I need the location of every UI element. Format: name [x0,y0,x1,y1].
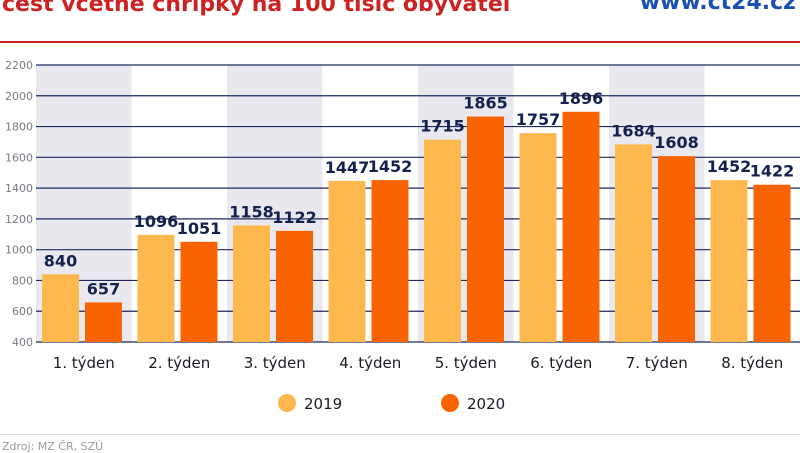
bar-2019 [42,274,79,342]
legend-swatch-2019 [278,394,296,412]
x-tick-label: 1. týden [53,354,115,372]
x-tick-label: 7. týden [626,354,688,372]
bar-2020 [85,302,122,342]
brand-link[interactable]: www.ct24.cz [639,0,796,15]
bar-2020 [562,111,600,342]
bar-2019 [424,139,461,342]
bar-2019 [519,133,557,342]
value-label-2020: 1608 [654,133,699,152]
y-tick-label: 400 [12,336,33,349]
y-tick-label: 1200 [5,213,33,226]
value-label-2020: 1122 [272,208,317,227]
bar-2020 [753,184,791,342]
value-label-2020: 1896 [559,89,604,108]
bar-2019 [615,144,652,342]
y-tick-label: 1000 [5,244,33,257]
y-tick-label: 1400 [5,182,33,195]
bar-2020 [180,241,218,342]
bar-2019 [233,225,270,342]
y-tick-label: 1600 [5,151,33,164]
bar-2019 [137,234,175,342]
y-tick-label: 800 [12,274,33,287]
value-label-2020: 1865 [463,94,508,113]
title-divider [0,41,800,43]
bar-chart: 400 600 800 1000 1200 1400 1600 1800 2000 2200 840… [5,59,800,413]
x-tick-label: 5. týden [435,354,497,372]
value-label-2019: 1684 [611,121,656,140]
value-label-2020: 1051 [177,219,222,238]
legend-label-2020: 2020 [467,395,505,413]
x-tick-label: 3. týden [244,354,306,372]
y-tick-label: 600 [12,305,33,318]
bar-2020 [371,180,409,342]
legend-label-2019: 2019 [304,395,342,413]
bar-2020 [658,156,695,342]
chart-title: cest včetně chřipky na 100 tisíc obyvate… [2,0,511,17]
x-tick-label: 4. týden [339,354,401,372]
y-tick-label: 2200 [5,59,33,72]
y-tick-label: 2000 [5,90,33,103]
value-label-2020: 657 [87,279,120,298]
value-label-2019: 1757 [516,110,561,129]
bar-2019 [710,180,748,342]
bar-2019 [328,180,366,342]
x-tick-label: 2. týden [148,354,210,372]
x-tick-label: 8. týden [721,354,783,372]
x-tick-label: 6. týden [530,354,592,372]
value-label-2019: 1447 [325,158,370,177]
y-tick-label: 1800 [5,121,33,134]
bar-2020 [276,230,313,342]
value-label-2019: 1096 [134,212,179,231]
value-label-2020: 1452 [368,157,413,176]
value-label-2019: 1158 [229,202,274,221]
legend-swatch-2020 [441,394,459,412]
footer-divider [0,434,800,435]
source-note: Zdroj: MZ ČR, SZÚ [2,440,104,453]
value-label-2019: 1452 [707,157,752,176]
value-label-2019: 1715 [420,117,465,136]
value-label-2020: 1422 [750,162,795,181]
bar-2020 [467,116,504,342]
value-label-2019: 840 [44,251,77,270]
